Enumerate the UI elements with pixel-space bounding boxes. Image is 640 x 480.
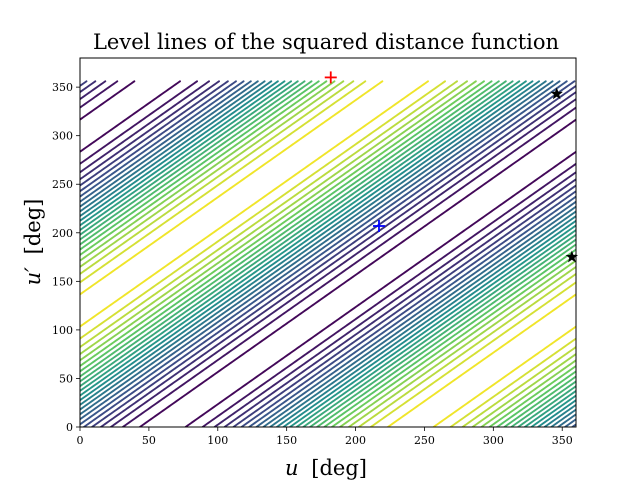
y-axis-ticks: 0 50 100 150 200 250 300 350 [52, 81, 80, 434]
marker-star-2 [565, 250, 579, 263]
x-axis-ticks: 0 50 100 150 200 250 300 350 [77, 427, 573, 447]
x-tick-label: 0 [77, 434, 84, 447]
y-tick-label: 350 [52, 81, 73, 94]
x-tick-label: 150 [276, 434, 297, 447]
contour-level [80, 80, 576, 427]
contour-level [80, 80, 576, 427]
x-tick-label: 300 [483, 434, 504, 447]
y-tick-label: 300 [52, 130, 73, 143]
contour-level [80, 80, 576, 427]
y-axis-label: u′ [deg] [21, 199, 45, 286]
contour-level [80, 80, 576, 427]
contour-level [80, 80, 576, 427]
contour-level [80, 80, 576, 427]
y-tick-label: 250 [52, 178, 73, 191]
x-tick-label: 250 [414, 434, 435, 447]
y-axis-label-var: u′ [21, 267, 45, 286]
x-tick-label: 100 [207, 434, 228, 447]
marker-star-1 [550, 87, 563, 100]
contour-level [80, 80, 576, 427]
x-axis-label-var: u [285, 456, 299, 480]
plot-frame [79, 57, 577, 428]
y-tick-label: 150 [52, 275, 73, 288]
y-tick-label: 0 [66, 421, 73, 434]
contour-level [80, 80, 576, 427]
y-tick-label: 200 [52, 227, 73, 240]
y-tick-label: 100 [52, 324, 73, 337]
contour-level [80, 80, 576, 427]
contour-level [80, 80, 576, 427]
contour-level [80, 80, 576, 427]
x-tick-label: 50 [142, 434, 156, 447]
x-axis-label-unit: [deg] [311, 456, 367, 480]
x-tick-label: 350 [552, 434, 573, 447]
chart-title: Level lines of the squared distance func… [93, 30, 559, 54]
marker-minimum [372, 219, 385, 232]
marker-maximum [324, 71, 337, 84]
markers [324, 71, 579, 263]
x-axis-label: u [deg] [285, 456, 367, 480]
x-tick-label: 200 [345, 434, 366, 447]
y-axis-label-unit: [deg] [21, 199, 45, 255]
y-tick-label: 50 [59, 372, 73, 385]
